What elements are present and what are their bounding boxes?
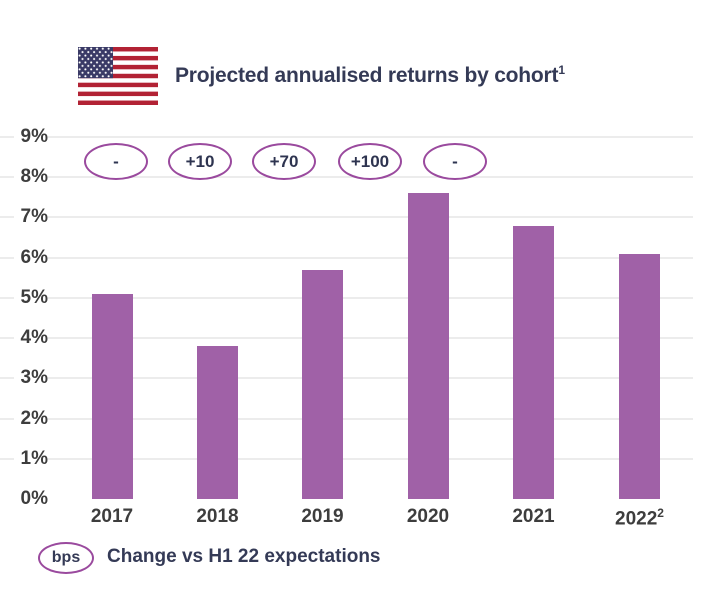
change-badge-2020: +100: [338, 143, 402, 180]
bar-2019: [302, 269, 343, 499]
bar-2017: [91, 293, 133, 499]
us-flag-icon: [78, 47, 158, 105]
change-badge-label: -: [452, 151, 458, 171]
x-axis-label-text: 2022: [615, 508, 658, 530]
change-badge-2021: -: [423, 143, 487, 180]
x-axis-label-2020: 2020: [383, 506, 473, 528]
change-badge-2019: +70: [252, 143, 316, 180]
y-axis-tick-9pct: 9%: [14, 125, 48, 150]
gridline-2pct: [0, 417, 693, 420]
bps-unit-label: bps: [51, 549, 81, 566]
x-axis-label-text: 2018: [196, 506, 239, 527]
footnote-marker-2: 2: [657, 506, 664, 520]
y-axis-tick-6pct: 6%: [14, 245, 48, 270]
y-axis-tick-0pct: 0%: [14, 487, 48, 511]
x-axis-label-text: 2017: [90, 506, 134, 527]
x-axis-label-2019: 2019: [278, 506, 368, 528]
footnote-marker-1: 1: [558, 63, 565, 77]
gridline-9pct: [0, 136, 693, 139]
x-axis-label-text: 2020: [406, 506, 450, 527]
change-badge-2018: +10: [168, 143, 232, 180]
bar-2021: [513, 225, 554, 499]
gridline-3pct: [0, 377, 693, 380]
gridline-4pct: [0, 337, 693, 340]
change-badge-label: +10: [185, 151, 215, 171]
y-axis-tick-3pct: 3%: [14, 366, 48, 391]
y-axis-tick-7pct: 7%: [14, 205, 48, 230]
bps-unit-badge: bps: [38, 542, 94, 574]
gridline-8pct: [0, 176, 693, 179]
gridline-5pct: [0, 296, 693, 299]
y-axis-tick-5pct: 5%: [14, 285, 48, 310]
x-axis-label-2021: 2021: [489, 506, 579, 528]
x-axis-label-2018: 2018: [173, 506, 263, 528]
x-axis-label-2022: 20222: [595, 506, 685, 530]
x-axis-label-2017: 2017: [67, 506, 157, 528]
change-badge-label: +100: [350, 151, 390, 171]
y-axis-tick-8pct: 8%: [14, 165, 48, 190]
change-badge-label: -: [113, 151, 119, 171]
change-badge-label: +70: [269, 151, 299, 171]
chart-title-text: Projected annualised returns by cohort: [175, 64, 559, 87]
bar-2018: [197, 346, 238, 499]
change-badge-2017: -: [84, 143, 148, 180]
chart-title: Projected annualised returns by cohort1: [175, 63, 565, 88]
y-axis-tick-2pct: 2%: [14, 406, 48, 431]
legend-description: Change vs H1 22 expectations: [107, 546, 381, 567]
x-axis-label-text: 2019: [301, 506, 344, 527]
bar-2020: [407, 193, 449, 499]
gridline-1pct: [0, 457, 693, 460]
y-axis-tick-1pct: 1%: [14, 446, 48, 471]
x-axis-label-text: 2021: [512, 506, 555, 527]
y-axis-tick-4pct: 4%: [14, 326, 48, 351]
gridline-6pct: [0, 256, 693, 259]
bar-2022: [619, 253, 660, 499]
gridline-7pct: [0, 216, 693, 219]
